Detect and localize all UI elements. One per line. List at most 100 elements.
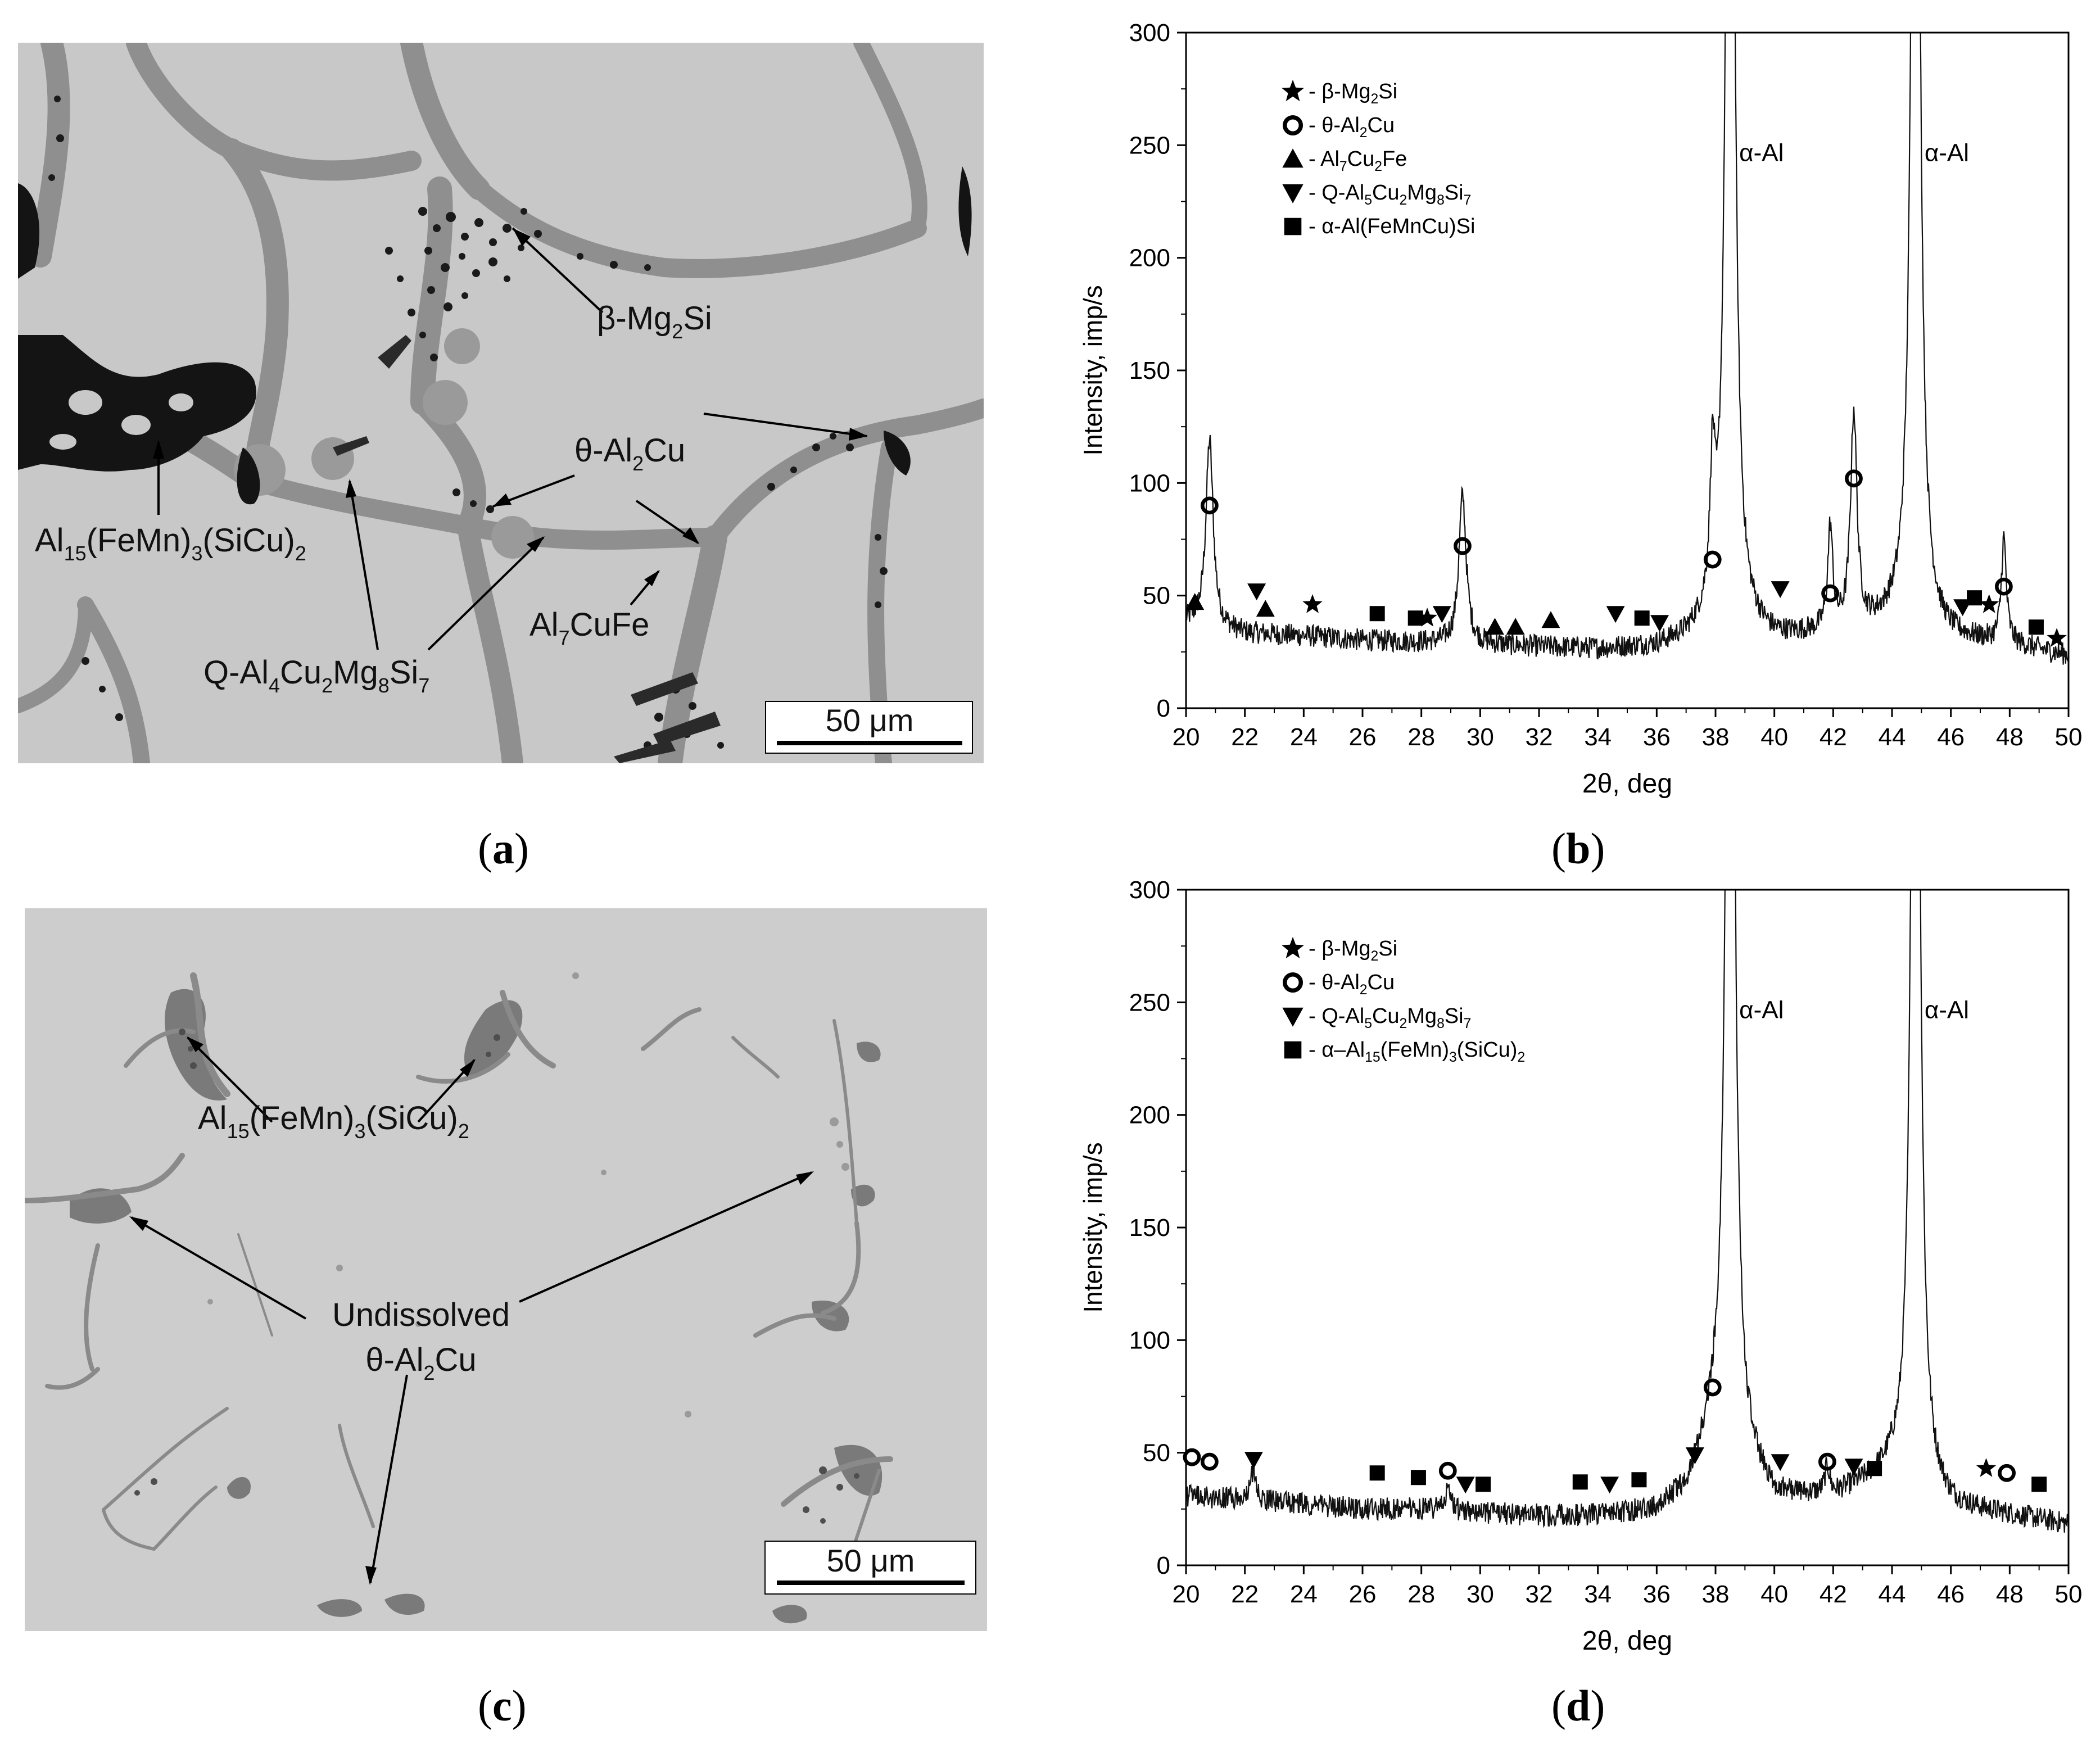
phase-marker-triangle-down: [1650, 615, 1669, 632]
legend-label: - β-Mg2Si: [1309, 80, 1397, 107]
phase-marker-triangle-up: [1185, 593, 1205, 610]
x-tick-label: 28: [1407, 723, 1435, 751]
micrograph-c: 50 μm Al15(FeMn)3(SiCu)2 Undissolved θ-A…: [25, 908, 987, 1631]
xrd-chart-d-svg: 20 22 24 26 28 30 32 34 36 38 40 42 44 46 48 50 0 50 100 15…: [1078, 876, 2083, 1656]
legend-marker-circle: [1282, 115, 1304, 136]
x-tick-label: 42: [1820, 1581, 1847, 1608]
micrograph-c-image: 50 μm Al15(FeMn)3(SiCu)2 Undissolved θ-A…: [25, 908, 987, 1631]
phase-marker-triangle-down: [1456, 1477, 1475, 1494]
phase-marker-circle: [1183, 1448, 1201, 1466]
x-tick-label: 50: [2055, 723, 2083, 751]
peak-label-alpha-al: α-Al: [1739, 996, 1784, 1024]
caption-b: (b): [1551, 824, 1605, 873]
y-tick-label: 0: [1157, 695, 1170, 722]
scale-bar-label-c: 50 μm: [827, 1543, 915, 1578]
x-tick-label: 40: [1760, 723, 1788, 751]
x-tick-label: 36: [1643, 1581, 1671, 1608]
x-tick-label: 36: [1643, 723, 1671, 751]
x-tick-label: 26: [1349, 1581, 1377, 1608]
phase-marker-triangle-down: [1771, 581, 1790, 599]
x-tick-label: 30: [1467, 1581, 1494, 1608]
phase-marker-circle: [1703, 1378, 1722, 1397]
legend-marker-circle: [1282, 972, 1304, 993]
phase-marker-triangle-down: [1844, 1459, 1863, 1476]
x-tick-label: 40: [1760, 1581, 1788, 1608]
legend: - β-Mg2Si - θ-Al2Cu - Al7Cu2Fe - Q-Al5Cu2Mg…: [1282, 79, 1475, 238]
phase-marker-circle: [1438, 1461, 1457, 1480]
phase-marker-circle: [1454, 537, 1472, 555]
x-tick-label: 32: [1526, 1581, 1553, 1608]
x-tick-label: 44: [1879, 723, 1906, 751]
legend-label: - θ-Al2Cu: [1309, 971, 1395, 998]
legend-marker-triangle-down: [1282, 1007, 1304, 1027]
label-al2cu-a: θ-Al2Cu: [574, 432, 685, 475]
y-axis-label: Intensity, imp/s: [1078, 1142, 1107, 1312]
legend-label: - Q-Al5Cu2Mg8Si7: [1309, 1004, 1471, 1031]
phase-marker-triangle-down: [1771, 1454, 1790, 1471]
caption-c: (c): [478, 1681, 527, 1730]
phase-marker-triangle-down: [1432, 606, 1451, 623]
x-tick-label: 48: [1996, 1581, 2024, 1608]
phase-marker-triangle-down: [1247, 583, 1266, 601]
y-tick-label: 50: [1143, 582, 1170, 610]
y-axis-label: Intensity, imp/s: [1078, 285, 1107, 455]
phase-marker-triangle-up: [1486, 618, 1504, 635]
y-tick-label: 300: [1129, 876, 1170, 904]
x-tick-label: 50: [2055, 1581, 2083, 1608]
y-tick-label: 100: [1129, 1326, 1170, 1354]
label-q-phase-a: Q-Al4Cu2Mg8Si7: [203, 654, 429, 697]
x-tick-label: 46: [1937, 723, 1965, 751]
legend-label: - Q-Al5Cu2Mg8Si7: [1309, 181, 1471, 208]
x-axis-label: 2θ, deg: [1582, 1626, 1672, 1656]
peak-label-alpha-al: α-Al: [1925, 996, 1969, 1024]
legend: - β-Mg2Si - θ-Al2Cu - Q-Al5Cu2Mg8Si7 - α–Al…: [1282, 936, 1525, 1065]
x-tick-label: 28: [1407, 1581, 1435, 1608]
y-tick-label: 0: [1157, 1552, 1170, 1579]
y-tick-label: 150: [1129, 1214, 1170, 1242]
legend-label: - β-Mg2Si: [1309, 937, 1397, 964]
phase-marker-triangle-up: [1506, 618, 1525, 635]
phase-marker-square: [1967, 590, 1983, 606]
legend-label: - Al7Cu2Fe: [1309, 147, 1407, 174]
phase-marker-triangle-down: [1606, 606, 1625, 623]
phase-marker-square: [1476, 1477, 1491, 1492]
xrd-chart-d: 20 22 24 26 28 30 32 34 36 38 40 42 44 46 48 50 0 50 100 15…: [1057, 857, 2100, 1678]
x-tick-label: 46: [1937, 1581, 1965, 1608]
x-tick-label: 22: [1231, 1581, 1259, 1608]
y-tick-label: 200: [1129, 1102, 1170, 1129]
x-tick-label: 34: [1584, 1581, 1612, 1608]
caption-a: (a): [478, 824, 529, 873]
phase-marker-square: [1369, 606, 1385, 622]
x-tick-label: 42: [1820, 723, 1847, 751]
phase-marker-star: [1979, 594, 1999, 613]
phase-marker-circle: [1200, 1452, 1219, 1471]
y-tick-label: 200: [1129, 244, 1170, 272]
phase-marker-triangle-up: [1541, 611, 1560, 628]
annotation-arrows-c: [130, 1036, 812, 1583]
label-al15-c: Al15(FeMn)3(SiCu)2: [198, 1100, 469, 1143]
phase-marker-square: [1634, 610, 1650, 626]
phase-marker-triangle-up: [1256, 600, 1275, 617]
legend-marker-star: [1282, 936, 1304, 959]
x-tick-label: 26: [1349, 723, 1377, 751]
phase-marker-star: [1302, 594, 1323, 613]
phase-marker-square: [1369, 1465, 1385, 1481]
phase-marker-circle: [1821, 584, 1840, 603]
x-tick-label: 22: [1231, 723, 1259, 751]
phase-marker-square: [1410, 1470, 1426, 1486]
phase-marker-square: [2031, 1477, 2047, 1492]
phase-marker-square: [1572, 1474, 1588, 1490]
phase-marker-triangle-down: [1244, 1452, 1263, 1469]
x-tick-label: 24: [1290, 1581, 1318, 1608]
y-tick-label: 100: [1129, 469, 1170, 497]
scale-bar-label-a: 50 μm: [826, 703, 914, 738]
peak-label-alpha-al: α-Al: [1925, 139, 1969, 166]
y-tick-label: 150: [1129, 357, 1170, 384]
y-tick-label: 50: [1143, 1439, 1170, 1467]
phase-marker-triangle-down: [1600, 1477, 1619, 1494]
legend-marker-triangle-down: [1282, 184, 1304, 203]
scale-bar-box-c: [764, 1541, 976, 1595]
xrd-spectrum-line: [1186, 33, 2069, 665]
xrd-chart-b-svg: 20 22 24 26 28 30 32 34 36 38 40 42 44 46 48 50 0 50 100 15…: [1078, 19, 2083, 799]
x-tick-label: 24: [1290, 723, 1318, 751]
